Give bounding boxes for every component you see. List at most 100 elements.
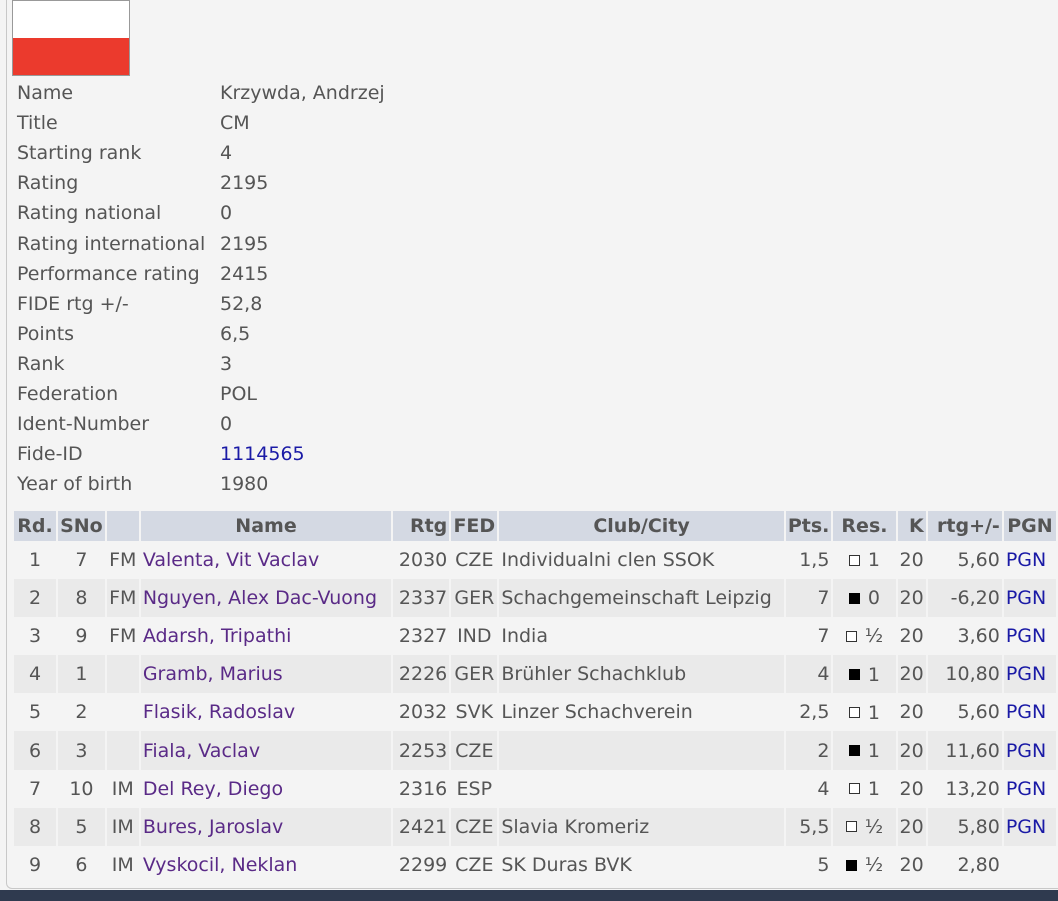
cell-pts: 2,5	[785, 693, 832, 732]
cell-opponent-name[interactable]: Vyskocil, Neklan	[140, 845, 392, 884]
pgn-link[interactable]: PGN	[1003, 693, 1056, 732]
fide-id-link[interactable]: 1114565	[220, 443, 305, 466]
header-name: Name	[140, 511, 392, 541]
cell-res: ½	[833, 845, 896, 884]
cell-club: Schachgemeinschaft Leipzig	[499, 579, 784, 618]
pgn-link[interactable]: PGN	[1003, 617, 1056, 656]
cell-pts: 5	[785, 845, 832, 884]
table-row: 3 9 FM Adarsh, Tripathi 2327 IND India 7…	[14, 617, 1056, 656]
cell-pts: 2	[785, 731, 832, 770]
cell-opponent-name[interactable]: Del Rey, Diego	[140, 769, 392, 808]
cell-opponent-name[interactable]: Valenta, Vit Vaclav	[140, 541, 392, 580]
black-square-icon	[848, 592, 860, 604]
pgn-link[interactable]: PGN	[1003, 541, 1056, 580]
table-row: 2 8 FM Nguyen, Alex Dac-Vuong 2337 GER S…	[14, 579, 1056, 618]
header-rtg: Rtg	[393, 511, 450, 541]
cell-club: Individualni clen SSOK	[499, 541, 784, 580]
cell-rtg: 2253	[393, 731, 450, 770]
cell-opponent-name[interactable]: Fiala, Vaclav	[140, 731, 392, 770]
cell-opponent-name[interactable]: Bures, Jaroslav	[140, 807, 392, 846]
cell-k: 20	[897, 655, 926, 694]
result-value: ½	[864, 815, 884, 838]
cell-opponent-name[interactable]: Nguyen, Alex Dac-Vuong	[140, 579, 392, 618]
cell-rtg: 2327	[393, 617, 450, 656]
info-row-performance-rating: Performance rating 2415	[17, 259, 385, 289]
result-value: 1	[867, 549, 880, 572]
table-row: 5 2 Flasik, Radoslav 2032 SVK Linzer Sch…	[14, 693, 1056, 732]
white-square-icon	[848, 783, 860, 795]
poland-flag-icon	[12, 0, 130, 76]
cell-rtg-diff: 3,60	[927, 617, 1002, 656]
cell-res: 1	[833, 769, 896, 808]
cell-club: India	[499, 617, 784, 656]
info-row-rating: Rating 2195	[17, 168, 385, 198]
info-label: Rating international	[17, 232, 206, 255]
pgn-link[interactable]: PGN	[1003, 655, 1056, 694]
table-row: 1 7 FM Valenta, Vit Vaclav 2030 CZE Indi…	[14, 541, 1056, 580]
cell-rd: 3	[14, 617, 57, 656]
table-row: 6 3 Fiala, Vaclav 2253 CZE 2 1 20 11,60 …	[14, 731, 1056, 770]
cell-sno: 3	[58, 731, 105, 770]
white-square-icon	[845, 821, 857, 833]
cell-rtg: 2299	[393, 845, 450, 884]
black-square-icon	[845, 859, 857, 871]
result-value: 1	[867, 739, 880, 762]
cell-fed: CZE	[451, 845, 498, 884]
cell-rtg: 2316	[393, 769, 450, 808]
cell-rd: 1	[14, 541, 57, 580]
result-value: ½	[864, 854, 884, 877]
info-value: 0	[220, 202, 233, 225]
pgn-link[interactable]: PGN	[1003, 731, 1056, 770]
cell-rd: 8	[14, 807, 57, 846]
pgn-link[interactable]: PGN	[1003, 769, 1056, 808]
cell-title	[106, 731, 139, 770]
games-table-header: Rd. SNo Name Rtg FED Club/City Pts. Res.…	[14, 511, 1056, 541]
pgn-link	[1003, 845, 1056, 884]
cell-rd: 5	[14, 693, 57, 732]
header-fed: FED	[451, 511, 498, 541]
cell-opponent-name[interactable]: Adarsh, Tripathi	[140, 617, 392, 656]
info-value: 2195	[220, 172, 269, 195]
black-square-icon	[848, 745, 860, 757]
flag-white-stripe	[13, 1, 129, 38]
cell-title: IM	[106, 807, 139, 846]
info-row-starting-rank: Starting rank 4	[17, 138, 385, 168]
cell-rtg-diff: 13,20	[927, 769, 1002, 808]
cell-fed: GER	[451, 655, 498, 694]
cell-res: 1	[833, 541, 896, 580]
cell-rtg: 2030	[393, 541, 450, 580]
cell-res: 1	[833, 693, 896, 732]
cell-opponent-name[interactable]: Flasik, Radoslav	[140, 693, 392, 732]
info-label: Points	[17, 322, 75, 345]
info-label: Federation	[17, 382, 119, 405]
cell-title	[106, 655, 139, 694]
cell-k: 20	[897, 845, 926, 884]
cell-k: 20	[897, 541, 926, 580]
info-value: 1980	[220, 473, 269, 496]
cell-pts: 7	[785, 579, 832, 618]
cell-sno: 1	[58, 655, 105, 694]
cell-club: Brühler Schachklub	[499, 655, 784, 694]
table-row: 9 6 IM Vyskocil, Neklan 2299 CZE SK Dura…	[14, 845, 1056, 884]
cell-res: 1	[833, 655, 896, 694]
cell-k: 20	[897, 693, 926, 732]
info-label: Performance rating	[17, 262, 200, 285]
info-row-name: Name Krzywda, Andrzej	[17, 78, 385, 108]
pgn-link[interactable]: PGN	[1003, 579, 1056, 618]
cell-fed: GER	[451, 579, 498, 618]
cell-sno: 7	[58, 541, 105, 580]
cell-opponent-name[interactable]: Gramb, Marius	[140, 655, 392, 694]
cell-club	[499, 769, 784, 808]
cell-rtg: 2421	[393, 807, 450, 846]
cell-pts: 1,5	[785, 541, 832, 580]
cell-club: SK Duras BVK	[499, 845, 784, 884]
header-k: K	[897, 511, 926, 541]
header-sno: SNo	[58, 511, 105, 541]
cell-fed: CZE	[451, 807, 498, 846]
info-value: POL	[220, 382, 257, 405]
info-label: Title	[17, 112, 58, 135]
cell-rtg-diff: -6,20	[927, 579, 1002, 618]
pgn-link[interactable]: PGN	[1003, 807, 1056, 846]
cell-rd: 6	[14, 731, 57, 770]
cell-k: 20	[897, 769, 926, 808]
